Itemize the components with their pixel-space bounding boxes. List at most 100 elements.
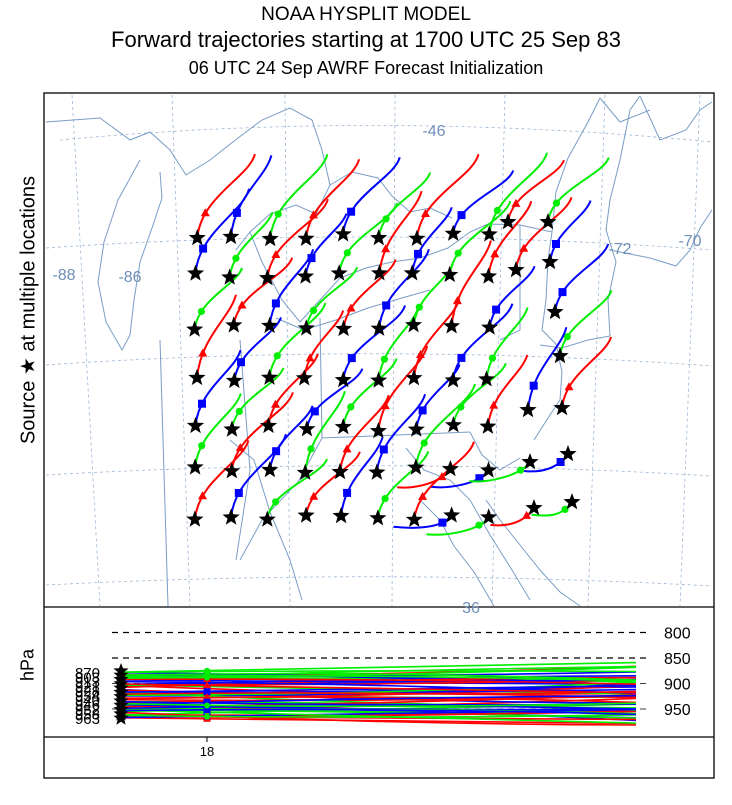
map-border-12 xyxy=(405,447,531,601)
trajectory-marker-square xyxy=(198,399,206,408)
trajectory-line xyxy=(376,450,430,519)
source-star xyxy=(444,224,462,241)
trajectory-marker-square xyxy=(232,208,241,217)
trajectory-line xyxy=(196,153,256,238)
source-star xyxy=(444,371,462,388)
trajectory-line xyxy=(342,156,401,235)
trajectory-marker-circle xyxy=(552,199,561,207)
source-height-label-stacked: 934 xyxy=(75,688,100,705)
trajectory-marker-triangle xyxy=(519,243,529,252)
source-height-label-stacked: 952 xyxy=(75,702,100,719)
trajectory-marker-square xyxy=(379,445,388,454)
trajectory-line xyxy=(375,393,427,473)
vertical-trajectory xyxy=(119,685,637,693)
source-star xyxy=(553,399,571,416)
source-star xyxy=(405,316,423,333)
source-star xyxy=(521,453,539,470)
trajectory-line xyxy=(561,336,613,409)
trajectory-line xyxy=(266,458,328,520)
vertical-trajectory xyxy=(119,661,637,673)
vertical-trajectory xyxy=(119,674,637,682)
source-star xyxy=(519,401,537,418)
trajectory-marker-square xyxy=(347,207,356,216)
trajectory-marker-circle xyxy=(343,249,351,257)
longitude-label: -86 xyxy=(118,269,141,286)
trajectory-line xyxy=(268,302,327,378)
trajectory-marker-square xyxy=(552,240,560,248)
trajectory-marker-square xyxy=(556,458,565,466)
trajectory-line xyxy=(339,394,390,473)
trajectory-line xyxy=(450,240,492,327)
trajectory-marker-triangle xyxy=(237,300,247,309)
trajectory-marker-triangle xyxy=(418,491,428,500)
trajectory-line xyxy=(232,257,294,326)
trajectory-line xyxy=(411,206,453,274)
vertical-marker-triangle xyxy=(203,681,211,689)
source-height-label-stacked: 940 xyxy=(75,693,100,710)
trajectory-line xyxy=(554,243,610,313)
trajectory-marker-triangle xyxy=(309,491,319,500)
source-star xyxy=(261,229,279,247)
source-star xyxy=(187,264,205,281)
source-star xyxy=(188,228,206,246)
trajectory-marker-triangle xyxy=(489,400,499,409)
trajectory-marker-square xyxy=(310,407,319,416)
trajectory-line xyxy=(230,433,287,518)
source-star xyxy=(186,510,204,527)
trajectory-marker-circle xyxy=(197,307,205,316)
trajectory-marker-square xyxy=(492,305,501,314)
trajectory-marker-triangle xyxy=(271,250,281,258)
model-name: NOAA HYSPLIT MODEL xyxy=(261,4,471,25)
trajectory-line xyxy=(413,441,475,520)
trajectory-line xyxy=(266,198,329,279)
map-border-6 xyxy=(159,339,169,607)
vertical-marker-circle xyxy=(204,702,210,709)
map-border-19 xyxy=(485,499,581,607)
source-height-label-stacked: 946 xyxy=(75,697,100,714)
source-star xyxy=(330,264,348,281)
map-border-16 xyxy=(551,97,601,233)
trajectory-line xyxy=(305,266,359,329)
source-star xyxy=(479,417,497,434)
trajectory-marker-square xyxy=(234,489,243,497)
vertical-trajectory xyxy=(119,714,637,718)
trajectory-marker-circle xyxy=(475,521,483,529)
map-border-22 xyxy=(639,95,713,141)
source-star xyxy=(407,420,425,437)
source-star xyxy=(331,462,349,480)
source-height-label: 870 xyxy=(75,665,100,682)
trajectory-marker-circle xyxy=(381,495,389,503)
source-star xyxy=(260,368,279,385)
trajectory-marker-circle xyxy=(232,254,240,262)
vertical-profile-panel: 800 850 900 950 18 87090391392192893494094695… xyxy=(75,626,691,760)
source-star xyxy=(441,265,459,283)
source-star xyxy=(403,264,421,281)
vertical-trajectory xyxy=(119,681,637,697)
trajectory-marker-circle xyxy=(273,352,281,360)
source-star xyxy=(480,508,498,525)
forecast-subtitle: 06 UTC 24 Sep AWRF Forecast Initializati… xyxy=(188,58,544,78)
source-star xyxy=(297,229,315,246)
trajectory-line xyxy=(228,211,274,278)
trajectory-marker-triangle xyxy=(235,443,245,452)
trajectory-marker-square xyxy=(414,249,422,258)
trajectory-line xyxy=(303,310,345,379)
source-star xyxy=(563,493,581,510)
trajectory-line xyxy=(342,259,397,329)
vertical-marker-square xyxy=(203,687,211,695)
trajectory-line xyxy=(412,298,461,379)
vertical-trajectory xyxy=(119,666,637,680)
trajectory-line xyxy=(485,307,529,380)
vertical-trajectory xyxy=(119,678,637,685)
trajectory-marker-circle xyxy=(274,210,282,218)
source-star xyxy=(408,229,426,246)
source-star xyxy=(186,416,205,434)
trajectory-marker-square xyxy=(418,406,427,415)
trajectory-marker-circle xyxy=(454,249,462,257)
trajectory-marker-circle xyxy=(420,439,428,447)
source-height-label-stacked: 913 xyxy=(75,674,100,691)
trajectory-marker-circle xyxy=(198,442,206,450)
source-star xyxy=(370,229,388,246)
trajectory-line xyxy=(194,349,242,426)
map-border-0 xyxy=(45,107,331,251)
